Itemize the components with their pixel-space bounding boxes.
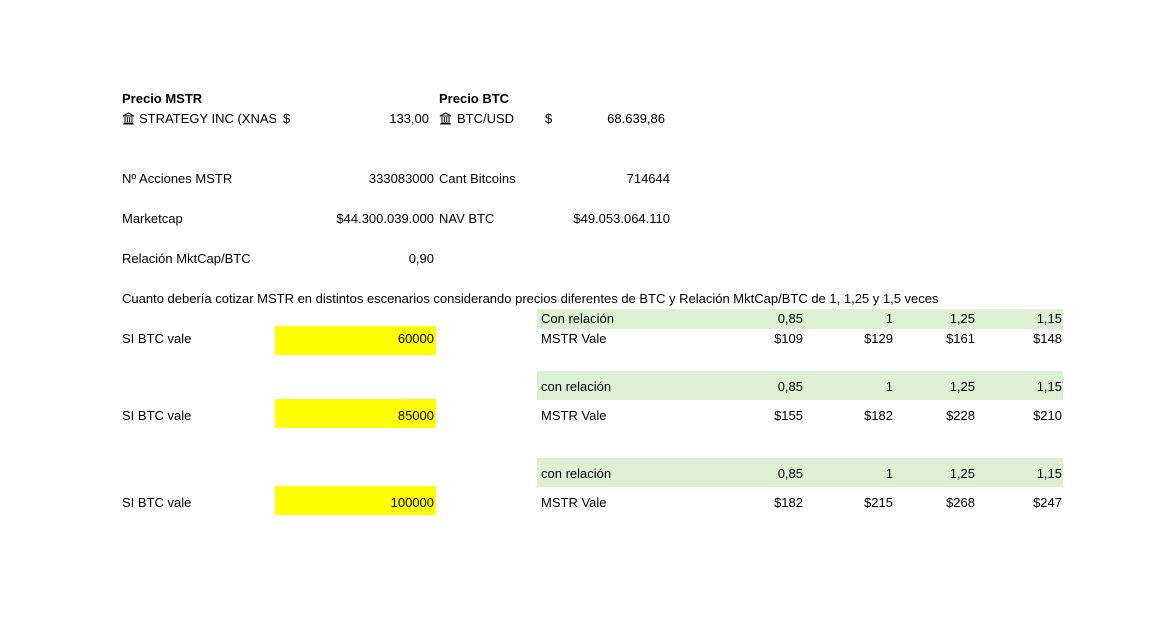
header-band <box>537 458 1063 487</box>
cell: $129 <box>864 331 893 346</box>
cell: 333083000 <box>368 171 434 186</box>
cell: $268 <box>946 495 975 510</box>
cell: 714644 <box>626 171 670 186</box>
cell: Con relación <box>541 311 614 326</box>
highlight-cell <box>275 486 436 515</box>
bank-icon <box>122 112 135 125</box>
cell: $247 <box>1033 495 1062 510</box>
cell: 1,25 <box>949 466 975 481</box>
cell: BTC/USD <box>457 111 515 126</box>
header-band <box>537 309 1063 329</box>
cell: STRATEGY INC (XNAS:M <box>139 111 276 126</box>
cell: 100000 <box>390 495 434 510</box>
cell: 0,85 <box>777 379 803 394</box>
cell: con relación <box>541 379 612 394</box>
header-band <box>537 371 1063 400</box>
cell: $215 <box>864 495 893 510</box>
cell: 68.639,86 <box>607 111 665 126</box>
highlight-cell <box>275 399 436 428</box>
cell: $109 <box>774 331 803 346</box>
cell: Cant Bitcoins <box>439 171 516 186</box>
cell: MSTR Vale <box>541 331 607 346</box>
cell: $182 <box>774 495 803 510</box>
cell: $49.053.064.110 <box>573 211 670 226</box>
cell: NAV BTC <box>439 211 495 226</box>
cell: $ <box>545 111 553 126</box>
cell: con relación <box>541 466 612 481</box>
cell: $148 <box>1033 331 1062 346</box>
cell: 1,15 <box>1036 311 1062 326</box>
cell: $155 <box>774 408 803 423</box>
highlight-cell <box>275 326 436 355</box>
cell: 1,15 <box>1036 379 1062 394</box>
cell: SI BTC vale <box>122 408 192 423</box>
cell: 1 <box>885 379 893 394</box>
cell: MSTR Vale <box>541 408 607 423</box>
cell: 1 <box>885 466 893 481</box>
cell: MSTR Vale <box>541 495 607 510</box>
cell: Precio MSTR <box>122 91 203 106</box>
bank-icon <box>439 112 452 125</box>
cell: Marketcap <box>122 211 183 226</box>
cell: Relación MktCap/BTC <box>122 251 251 266</box>
cell: $210 <box>1033 408 1062 423</box>
cell: 1,15 <box>1036 466 1062 481</box>
cell: 0,85 <box>777 466 803 481</box>
cell: $161 <box>946 331 975 346</box>
cell: Precio BTC <box>439 91 510 106</box>
cell: $ <box>283 111 291 126</box>
cell: 60000 <box>397 331 434 346</box>
cell: SI BTC vale <box>122 495 192 510</box>
cell: 85000 <box>397 408 434 423</box>
cell: SI BTC vale <box>122 331 192 346</box>
cell: 0,90 <box>408 251 434 266</box>
cell: 1 <box>885 311 893 326</box>
cell: 1,25 <box>949 311 975 326</box>
cell: $182 <box>864 408 893 423</box>
cell: Nº Acciones MSTR <box>122 171 233 186</box>
cell: 133,00 <box>389 111 429 126</box>
cell: 0,85 <box>777 311 803 326</box>
cell: $228 <box>946 408 975 423</box>
note: Cuanto debería cotizar MSTR en distintos… <box>122 291 939 306</box>
cell: 1,25 <box>949 379 975 394</box>
cell: $44.300.039.000 <box>336 211 434 226</box>
